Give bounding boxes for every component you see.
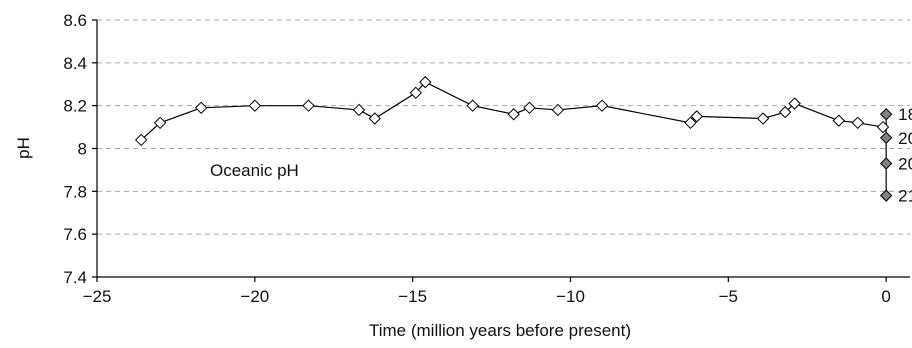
point-label-0: 1800 [898,105,912,124]
y-tick-label-6: 8.6 [63,11,87,30]
axes [92,19,910,282]
data-point-0-17 [778,105,792,119]
data-point-0-20 [851,116,864,130]
y-tick-label-5: 8.4 [63,54,87,73]
data-point-1-1 [879,131,893,144]
data-point-0-4 [302,99,315,112]
data-point-0-19 [832,114,846,127]
data-point-0-7 [409,86,423,100]
point-labels: 1800 2000 2050 2100 [898,105,912,205]
data-point-0-14 [684,116,697,130]
data-point-0-2 [194,101,208,115]
data-point-0-18 [788,97,801,110]
data-point-0-12 [551,103,565,117]
x-tick-label-3: −10 [556,287,585,306]
x-tick-labels: −25−20−15−10−505 [83,287,891,306]
x-tick-label-2: −15 [398,287,427,306]
data-point-0-5 [352,103,366,117]
y-tick-label-2: 7.8 [63,182,87,201]
data-point-0-15 [690,110,703,123]
point-label-3: 2100 [898,187,912,206]
data-point-0-13 [595,99,609,112]
y-axis-label: pH [14,137,33,159]
point-label-1: 2000 [898,129,912,148]
y-tick-label-0: 7.4 [63,268,87,287]
oceanic-ph-annotation: Oceanic pH [210,161,299,180]
data-point-0-8 [419,75,432,89]
data-point-0-10 [507,108,520,121]
y-tick-label-3: 8 [78,140,87,159]
data-point-0-21 [876,120,890,134]
data-point-0-16 [756,112,770,125]
x-tick-label-4: −5 [719,287,738,306]
point-label-2: 2050 [898,154,912,173]
y-tick-labels: 7.4 7.6 7.8 8 8.2 8.4 8.6 [63,11,87,287]
y-tick-label-4: 8.2 [63,97,87,116]
x-axis-label: Time (million years before present) [369,321,631,340]
data-point-1-3 [879,189,893,202]
data-point-1-2 [879,157,893,170]
data-point-0-0 [134,133,148,147]
data-point-0-3 [248,99,262,112]
y-tick-label-1: 7.6 [63,225,87,244]
x-tick-label-5: 0 [881,287,890,306]
series-line-0 [140,81,884,141]
data-point-0-6 [368,112,381,125]
data-point-0-9 [466,99,479,112]
gridlines [97,19,910,235]
data-point-0-1 [153,116,167,130]
x-tick-label-1: −20 [240,287,269,306]
data-markers [134,75,893,202]
data-point-0-11 [523,101,536,115]
data-point-1-0 [879,108,893,121]
x-tick-label-0: −25 [83,287,112,306]
